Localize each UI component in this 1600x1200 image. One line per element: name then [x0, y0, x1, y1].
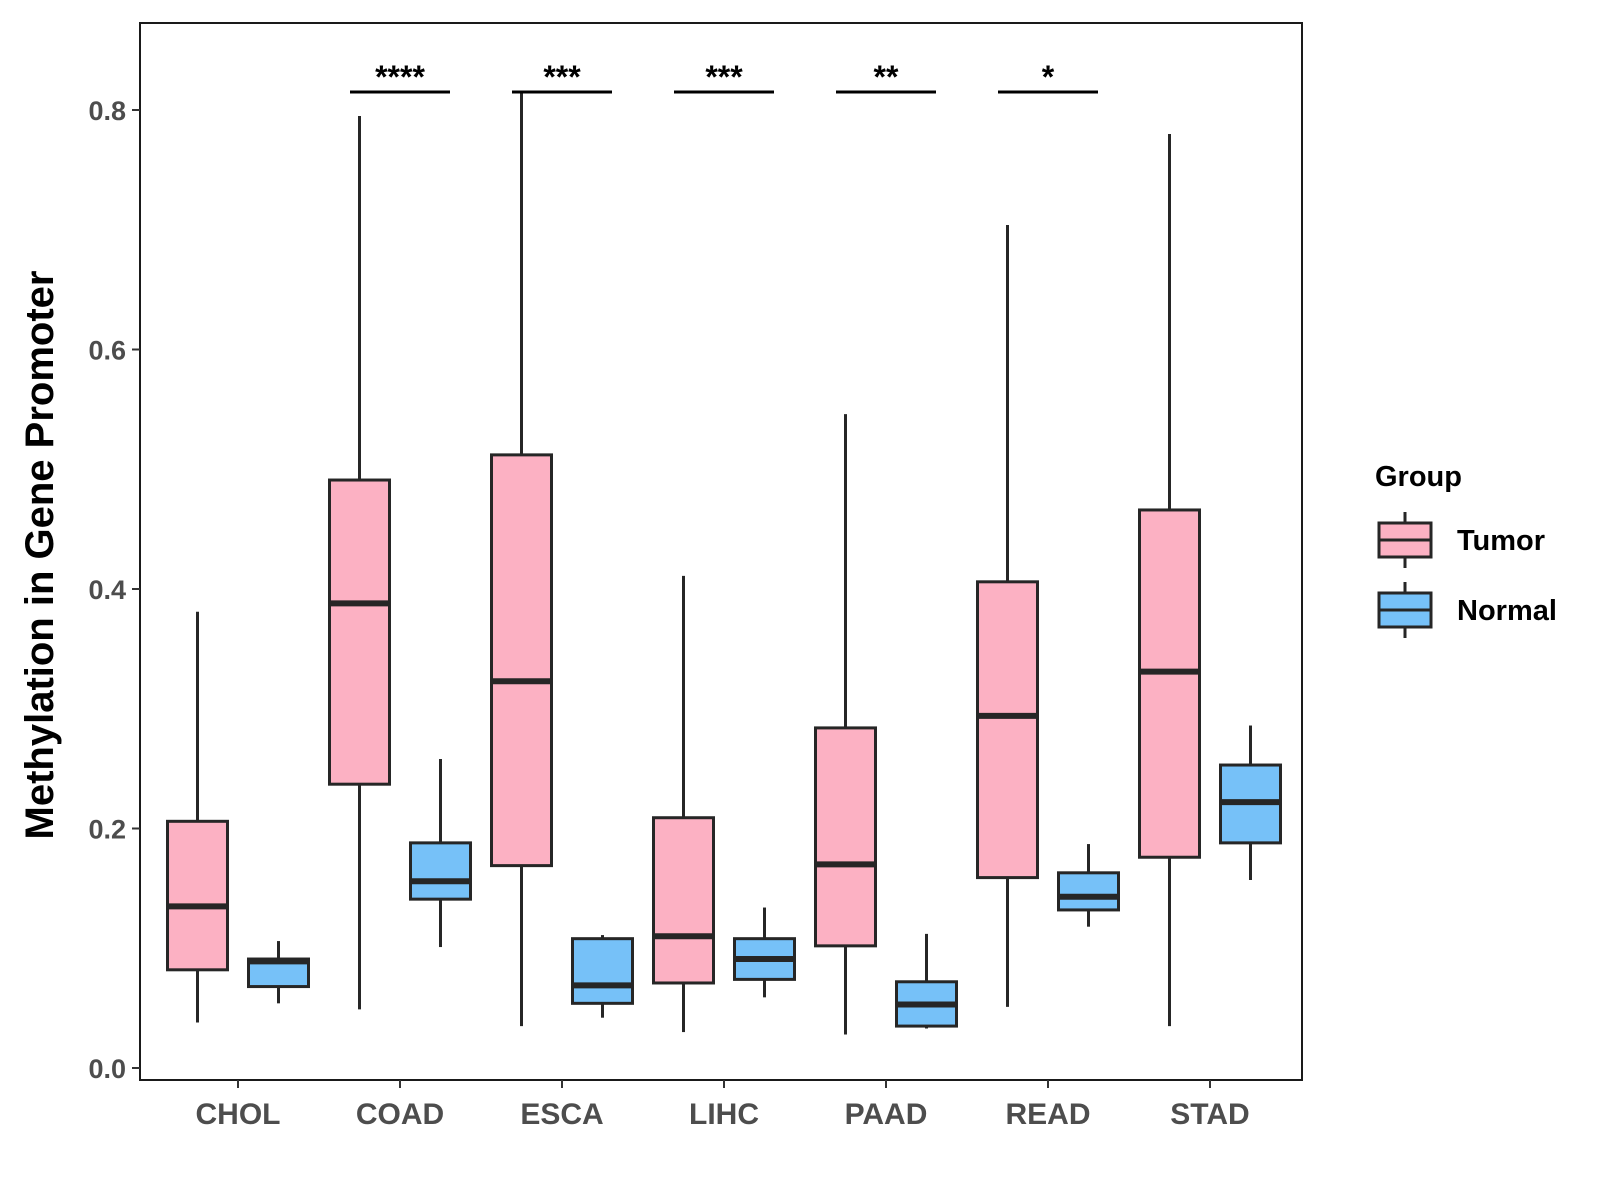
box-body: [1138, 508, 1201, 859]
y-tick-label: 0.4: [88, 575, 126, 605]
box-body: [490, 453, 553, 868]
box-tumor-lihc: [652, 575, 715, 1033]
box-tumor-coad: [328, 115, 391, 1010]
y-axis: 0.0 0.2 0.4 0.6 0.8: [88, 96, 140, 1084]
significance-annotations: **** *** *** ** *: [350, 59, 1098, 95]
box-body: [409, 841, 472, 901]
box-normal-read: [1057, 844, 1120, 927]
box-normal-paad: [895, 933, 958, 1029]
x-tick-label: LIHC: [689, 1098, 759, 1131]
x-axis: CHOL COAD ESCA LIHC PAAD READ STAD: [196, 1080, 1250, 1131]
box-tumor-esca: [490, 92, 553, 1027]
box-normal-coad: [409, 759, 472, 948]
significance-label: ****: [375, 59, 425, 95]
x-tick-label: READ: [1005, 1098, 1090, 1131]
box-tumor-chol: [166, 611, 229, 1023]
box-series: [166, 92, 1282, 1035]
box-tumor-stad: [1138, 133, 1201, 1027]
x-tick-label: COAD: [356, 1098, 444, 1131]
legend-label: Tumor: [1457, 525, 1545, 557]
box-normal-esca: [571, 935, 634, 1018]
box-tumor-paad: [814, 414, 877, 1035]
box-body: [166, 819, 229, 972]
legend-title: Group: [1375, 461, 1462, 493]
box-normal-chol: [247, 941, 310, 1004]
y-axis-label: Methylation in Gene Promoter: [18, 271, 62, 840]
y-tick-label: 0.8: [88, 96, 126, 126]
significance-label: ***: [705, 59, 743, 95]
significance-label: *: [1042, 59, 1055, 95]
legend-entry-tumor: Tumor: [1377, 512, 1545, 568]
box-body: [814, 726, 877, 948]
plot-panel: [139, 22, 1303, 1081]
x-tick-label: STAD: [1170, 1098, 1249, 1131]
legend: Group Tumor Normal: [1375, 461, 1557, 638]
x-tick-label: ESCA: [520, 1098, 603, 1131]
box-normal-stad: [1219, 725, 1282, 880]
y-tick-label: 0.2: [88, 815, 126, 845]
box-body: [976, 580, 1039, 880]
panel-border: [139, 22, 1303, 1081]
y-tick-label: 0.6: [88, 336, 126, 366]
significance-label: **: [874, 59, 899, 95]
legend-entry-normal: Normal: [1377, 582, 1557, 638]
legend-label: Normal: [1457, 595, 1557, 627]
box-body: [328, 478, 391, 786]
box-body: [571, 937, 634, 1005]
box-normal-lihc: [733, 907, 796, 998]
box-body: [1057, 871, 1120, 912]
box-body: [652, 816, 715, 985]
box-tumor-read: [976, 224, 1039, 1007]
significance-label: ***: [543, 59, 581, 95]
x-tick-label: CHOL: [196, 1098, 281, 1131]
y-tick-label: 0.0: [88, 1054, 126, 1084]
x-tick-label: PAAD: [845, 1098, 928, 1131]
